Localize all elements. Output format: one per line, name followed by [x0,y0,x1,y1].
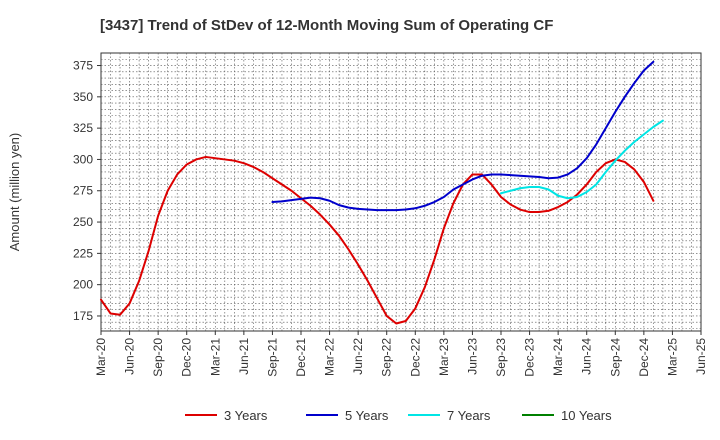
series-lines [100,60,664,325]
x-tick-label: Sep-20 [151,338,165,377]
x-tick-label: Mar-22 [323,338,337,376]
y-axis-label: Amount (million yen) [7,133,22,252]
x-tick-label: Sep-24 [608,338,622,377]
y-tick-label: 375 [73,59,93,73]
y-tick-label: 350 [73,90,93,104]
y-tick-label: 175 [73,309,93,323]
x-tick-label: Sep-23 [494,338,508,377]
x-tick-label: Mar-25 [665,338,679,376]
x-tick-label: Mar-23 [437,338,451,376]
y-tick-label: 325 [73,121,93,135]
chart-title: [3437] Trend of StDev of 12-Month Moving… [100,17,553,34]
x-axis-ticks: Mar-20 Jun-20 Sep-20 Dec-20 Mar-21 Jun-21 Sep-… [94,331,708,377]
x-tick-label: Dec-23 [523,338,537,377]
x-tick-label: Dec-20 [180,338,194,377]
grid-lines [101,53,701,331]
x-tick-label: Jun-21 [237,338,251,375]
x-tick-label: Jun-22 [351,338,365,375]
legend-label: 3 Years [224,408,268,423]
y-tick-label: 250 [73,215,93,229]
legend-label: 7 Years [447,408,491,423]
y-tick-label: 275 [73,184,93,198]
series-line-3-years [100,155,655,325]
x-tick-label: Sep-21 [265,338,279,377]
series-line-5-years [271,60,655,212]
y-tick-label: 225 [73,246,93,260]
legend-label: 10 Years [561,408,612,423]
x-tick-label: Jun-20 [123,338,137,375]
legend-label: 5 Years [345,408,389,423]
plot-area [100,52,702,332]
legend: 3 Years 5 Years 7 Years 10 Years [185,408,612,423]
x-tick-label: Dec-21 [294,338,308,377]
series-line-7-years [500,119,664,200]
y-tick-label: 300 [73,152,93,166]
x-tick-label: Sep-22 [380,338,394,377]
plot-frame [100,52,702,332]
x-tick-label: Mar-21 [208,338,222,376]
x-tick-label: Dec-24 [637,338,651,377]
x-tick-label: Mar-20 [94,338,108,376]
y-tick-label: 200 [73,278,93,292]
x-tick-label: Jun-25 [694,338,708,375]
x-tick-label: Mar-24 [551,338,565,376]
y-axis-ticks: 175 200 225 250 275 300 325 350 375 [73,59,101,323]
x-tick-label: Dec-22 [408,338,422,377]
x-tick-label: Jun-23 [465,338,479,375]
x-tick-label: Jun-24 [580,338,594,375]
